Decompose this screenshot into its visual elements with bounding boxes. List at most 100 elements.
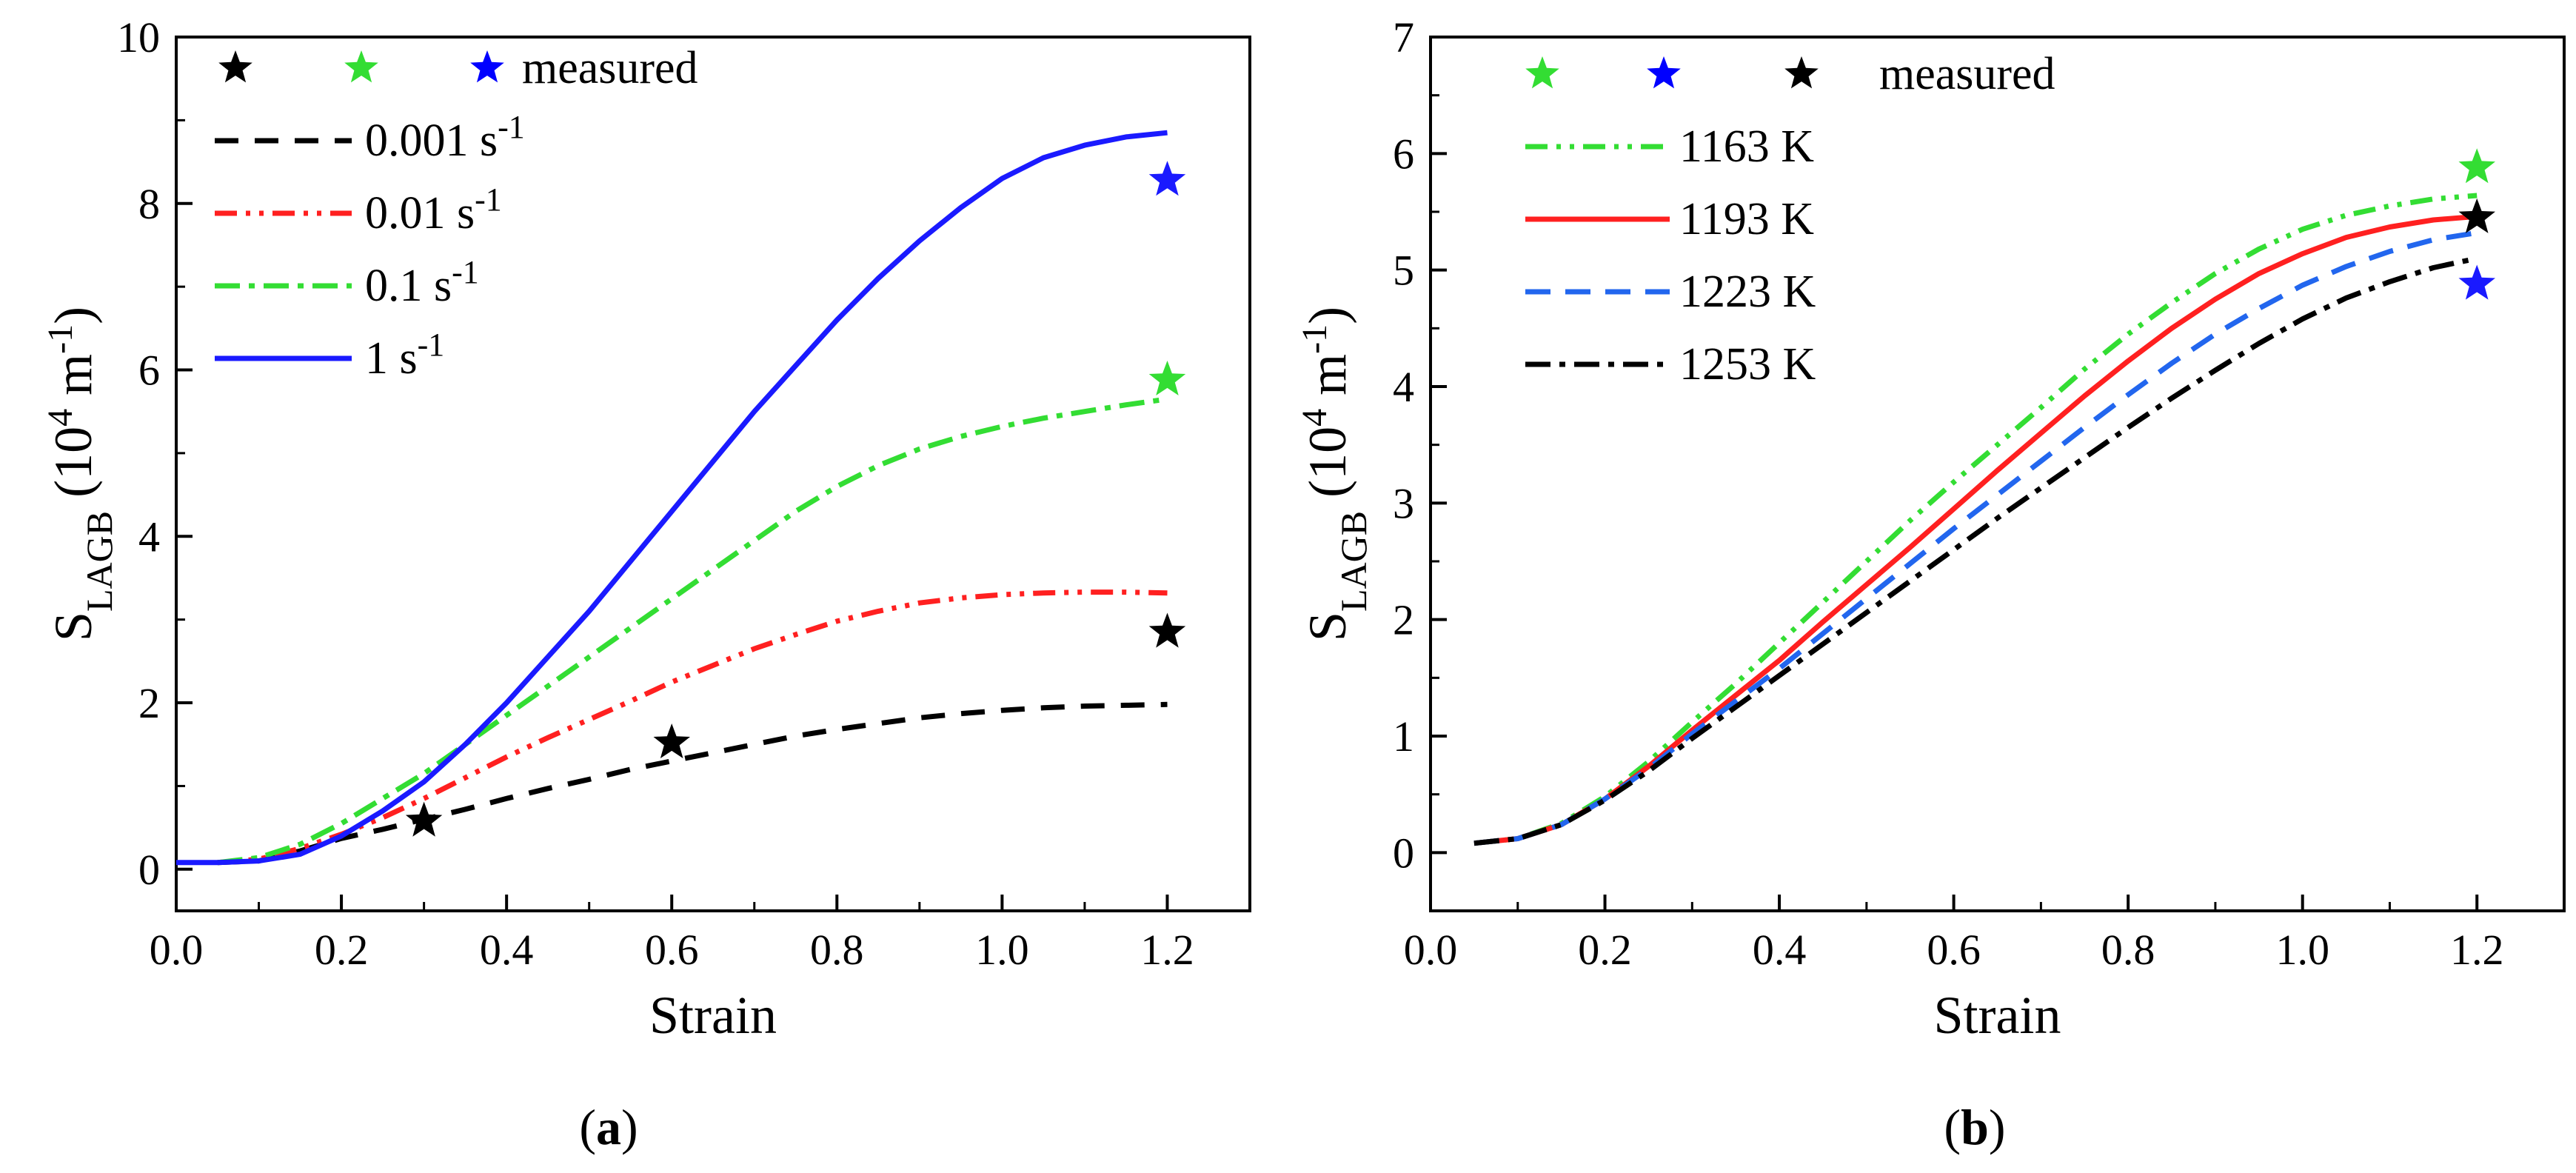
legend-label-text: 0.01 s: [365, 188, 475, 238]
series-line-0: [1473, 193, 2478, 846]
y-title-sup: 4: [41, 409, 80, 427]
x-tick-label: 1.2: [2450, 926, 2504, 974]
series-line-3: [1473, 255, 2478, 846]
legend-label-text: 0.1 s: [365, 261, 452, 311]
y-tick-label: 8: [138, 180, 160, 228]
y-tick-label: 3: [1393, 479, 1414, 527]
series-line-3: [176, 130, 1168, 866]
x-tick-label: 0.8: [2101, 926, 2155, 974]
x-tick-label: 0.0: [150, 926, 204, 974]
legend-star-2: [470, 50, 504, 83]
legend-label-text: 1 s: [365, 333, 418, 384]
caption-paren: (: [579, 1099, 596, 1155]
legend: measured 1163 K 1193 K 1223 K 1253 K: [1525, 49, 2055, 390]
y-title-unit: m: [1298, 354, 1357, 409]
legend-label-2: 0.1 s-1: [365, 254, 479, 312]
y-title-sup: -1: [41, 324, 80, 354]
x-tick-label: 0.4: [1753, 926, 1807, 974]
legend-label-text: 0.001 s: [365, 116, 498, 166]
y-tick-label: 0: [138, 846, 160, 894]
legend-measured-label: measured: [1879, 49, 2055, 99]
measured-point-2: [2458, 264, 2495, 300]
legend-label-text: 1223 K: [1679, 267, 1816, 317]
legend-label-1: 1193 K: [1679, 194, 1814, 244]
measured-point-0: [405, 801, 443, 837]
y-tick-label: 6: [138, 347, 160, 395]
legend-label-sup: -1: [475, 181, 502, 218]
series-line-0: [217, 701, 1168, 866]
legend-star-0: [218, 50, 252, 83]
legend-label-sup: -1: [418, 327, 445, 363]
legend-label-3: 1 s-1: [365, 327, 444, 384]
legend-label-1: 0.01 s-1: [365, 181, 502, 239]
series-line-2: [217, 396, 1168, 866]
y-title-sup: -1: [1295, 324, 1334, 354]
legend-star-1: [1647, 56, 1681, 89]
measured-point-0: [2458, 148, 2495, 184]
measured-point-2: [1148, 612, 1186, 648]
y-title-unit: ): [44, 307, 103, 324]
series-line-2: [1473, 230, 2478, 846]
caption-letter: b: [1961, 1099, 1989, 1155]
caption-letter: a: [596, 1099, 621, 1155]
series-line-1: [217, 589, 1168, 866]
y-tick-label: 1: [1393, 712, 1414, 761]
y-title-unit: (10: [44, 427, 103, 511]
x-axis-title: Strain: [649, 986, 777, 1045]
measured-point-1: [2458, 198, 2495, 233]
legend-star-1: [344, 50, 378, 83]
legend-label-sup: -1: [452, 254, 479, 290]
y-tick-label: 4: [138, 512, 160, 561]
chart-panel-b: 0.0 0.2 0.4 0.6 0.8 1.0 1.2 0 1 2 3 4 5 6 7 Strain SLAGB…: [1295, 13, 2566, 1155]
legend-label-2: 1223 K: [1679, 267, 1816, 317]
legend-star-2: [1784, 56, 1819, 89]
series-line-1: [1473, 213, 2478, 846]
y-tick-label: 5: [1393, 247, 1414, 295]
x-tick-label: 0.6: [645, 926, 699, 974]
panel-caption: (b): [1944, 1099, 2005, 1155]
y-title-sub: LAGB: [1333, 511, 1374, 612]
y-tick-label: 4: [1393, 363, 1414, 411]
y-tick-label: 6: [1393, 130, 1414, 178]
legend-measured-label: measured: [522, 43, 698, 93]
x-tick-label: 0.4: [480, 926, 534, 974]
measured-point-1: [653, 723, 690, 758]
legend-star-0: [1525, 56, 1559, 89]
panel-caption: (a): [579, 1099, 638, 1155]
y-title-main: S: [44, 612, 103, 641]
y-tick-label: 7: [1393, 13, 1414, 61]
y-title-main: S: [1298, 612, 1357, 641]
measured-point-3: [1148, 361, 1186, 395]
x-tick-label: 0.8: [810, 926, 864, 974]
y-tick-label: 10: [117, 13, 160, 61]
x-tick-label: 0.0: [1404, 926, 1458, 974]
legend-label-0: 1163 K: [1679, 121, 1814, 172]
caption-paren: ): [621, 1099, 638, 1155]
caption-paren: (: [1944, 1099, 1961, 1155]
chart-panel-a: 0.0 0.2 0.4 0.6 0.8 1.0 1.2 0 2 4 6 8 10 Strain SLAGB …: [41, 13, 1251, 1155]
y-title-unit: (10: [1298, 427, 1357, 511]
y-axis-title: SLAGB (104 m-1): [1295, 307, 1375, 641]
y-title-sub: LAGB: [78, 511, 120, 612]
x-axis-title: Strain: [1934, 986, 2061, 1045]
y-tick-label: 0: [1393, 829, 1414, 877]
plot-frame: [175, 36, 1251, 912]
y-tick-label: 2: [138, 679, 160, 727]
plot-frame: [1429, 36, 2566, 912]
legend-label-sup: -1: [498, 109, 525, 145]
x-tick-label: 0.6: [1927, 926, 1981, 974]
caption-paren: ): [1989, 1099, 2006, 1155]
legend-label-text: 1163 K: [1679, 121, 1814, 172]
x-tick-label: 1.0: [2275, 926, 2329, 974]
x-tick-label: 1.0: [975, 926, 1029, 974]
x-tick-label: 1.2: [1140, 926, 1194, 974]
legend-label-0: 0.001 s-1: [365, 109, 525, 167]
y-axis-title: SLAGB (104 m-1): [41, 307, 121, 641]
measured-point-4: [1148, 161, 1186, 196]
x-tick-label: 0.2: [1578, 926, 1632, 974]
x-tick-label: 0.2: [315, 926, 369, 974]
y-title-unit: ): [1298, 307, 1357, 324]
legend-label-3: 1253 K: [1679, 339, 1816, 390]
